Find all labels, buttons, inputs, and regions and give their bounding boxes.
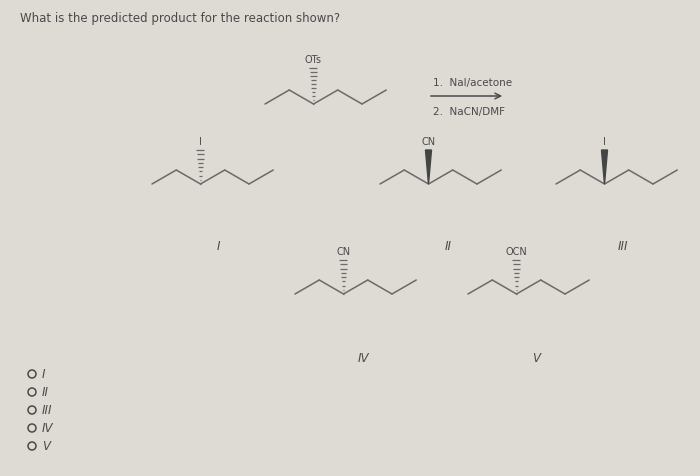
Text: III: III	[42, 404, 52, 416]
Text: IV: IV	[357, 351, 369, 364]
Text: IV: IV	[42, 422, 53, 435]
Text: I: I	[216, 239, 220, 252]
Text: V: V	[42, 439, 50, 453]
Text: II: II	[42, 386, 49, 399]
Text: CN: CN	[421, 137, 435, 147]
Text: 1.  NaI/acetone: 1. NaI/acetone	[433, 78, 512, 88]
Text: 2.  NaCN/DMF: 2. NaCN/DMF	[433, 107, 505, 117]
Text: OCN: OCN	[505, 247, 527, 257]
Text: V: V	[532, 351, 540, 364]
Text: I: I	[42, 368, 46, 381]
Text: OTs: OTs	[305, 55, 322, 65]
Text: I: I	[603, 137, 606, 147]
Text: II: II	[444, 239, 452, 252]
Text: I: I	[199, 137, 202, 147]
Text: CN: CN	[337, 247, 351, 257]
Polygon shape	[601, 151, 608, 185]
Text: III: III	[617, 239, 629, 252]
Polygon shape	[426, 151, 431, 185]
Text: What is the predicted product for the reaction shown?: What is the predicted product for the re…	[20, 12, 340, 25]
